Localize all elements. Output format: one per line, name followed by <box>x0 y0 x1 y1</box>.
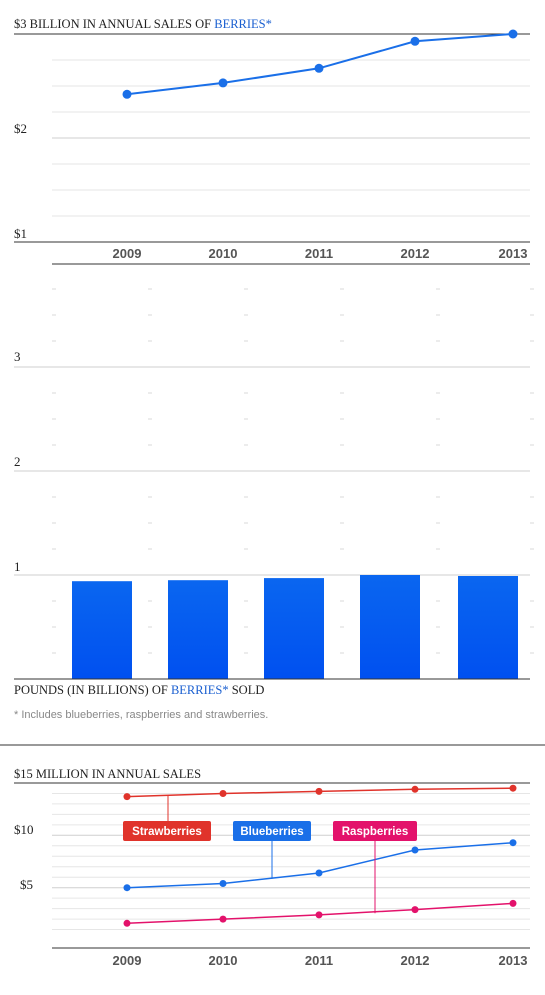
strawberries-point <box>315 787 323 795</box>
chart2-title: POUNDS (IN BILLIONS) OF BERRIES* SOLD <box>14 683 264 697</box>
sales-data-point <box>410 36 420 46</box>
pounds-bar-chart: 3 2 1 POUNDS (IN BILLIONS) OF BERRIES* S… <box>14 288 534 721</box>
sales-data-point <box>218 78 228 88</box>
raspberries-label: Raspberries <box>342 826 408 838</box>
sales-line-chart: $3 BILLION IN ANNUAL SALES OF BERRIES* $… <box>14 17 530 265</box>
chart2-y-tick-2: 2 <box>14 454 21 469</box>
berry-type-line-chart: $15 MILLION IN ANNUAL SALES $10 $5 Straw… <box>14 767 530 968</box>
pounds-bar-2009 <box>72 581 132 679</box>
chart1-x-tick: 2009 <box>113 246 142 261</box>
footnote: * Includes blueberries, raspberries and … <box>14 709 268 721</box>
blueberries-point <box>123 884 131 892</box>
chart1-x-tick: 2013 <box>499 246 528 261</box>
chart1-title: $3 BILLION IN ANNUAL SALES OF BERRIES* <box>14 17 272 31</box>
raspberries-point <box>315 911 323 919</box>
sales-data-point <box>122 89 132 99</box>
strawberries-point <box>509 784 517 792</box>
blueberries-point <box>315 869 323 877</box>
sales-data-point <box>508 29 518 39</box>
blueberries-point <box>219 880 227 887</box>
strawberries-label-box <box>123 821 211 841</box>
raspberries-point <box>123 919 131 927</box>
blueberries-label: Blueberries <box>240 826 303 838</box>
raspberries-point <box>219 915 227 923</box>
blueberries-label-box <box>233 821 311 841</box>
chart1-x-tick: 2012 <box>401 246 430 261</box>
strawberries-point <box>219 790 227 797</box>
raspberries-label-box <box>333 821 417 841</box>
chart1-y-tick-2: $2 <box>14 121 27 136</box>
blueberries-line <box>126 841 514 889</box>
pounds-bar-2011 <box>264 578 324 679</box>
blueberries-point <box>509 839 517 847</box>
pounds-bar-2012 <box>360 575 420 679</box>
chart1-x-tick: 2010 <box>209 246 238 261</box>
chart3-x-tick: 2012 <box>401 953 430 968</box>
chart3-x-tick: 2011 <box>305 953 333 968</box>
chart3-x-tick: 2013 <box>499 953 528 968</box>
pounds-bar-2013 <box>458 576 518 679</box>
chart3-x-tick: 2010 <box>209 953 238 968</box>
chart3-y-tick-5: $5 <box>20 877 33 892</box>
raspberries-point <box>411 906 419 914</box>
chart3-y-tick-10: $10 <box>14 822 34 837</box>
raspberries-point <box>509 899 517 907</box>
pounds-bar-2010 <box>168 580 228 679</box>
chart3-x-tick: 2009 <box>113 953 142 968</box>
chart3-title: $15 MILLION IN ANNUAL SALES <box>14 767 201 781</box>
strawberries-point <box>411 785 419 793</box>
strawberries-point <box>123 793 131 801</box>
chart1-y-tick-1: $1 <box>14 226 27 241</box>
chart2-y-tick-3: 3 <box>14 349 21 364</box>
strawberries-label: Strawberries <box>132 826 202 838</box>
chart2-y-tick-1: 1 <box>14 559 21 574</box>
blueberries-point <box>411 846 419 854</box>
sales-data-point <box>314 63 324 73</box>
chart1-x-tick: 2011 <box>305 246 333 261</box>
